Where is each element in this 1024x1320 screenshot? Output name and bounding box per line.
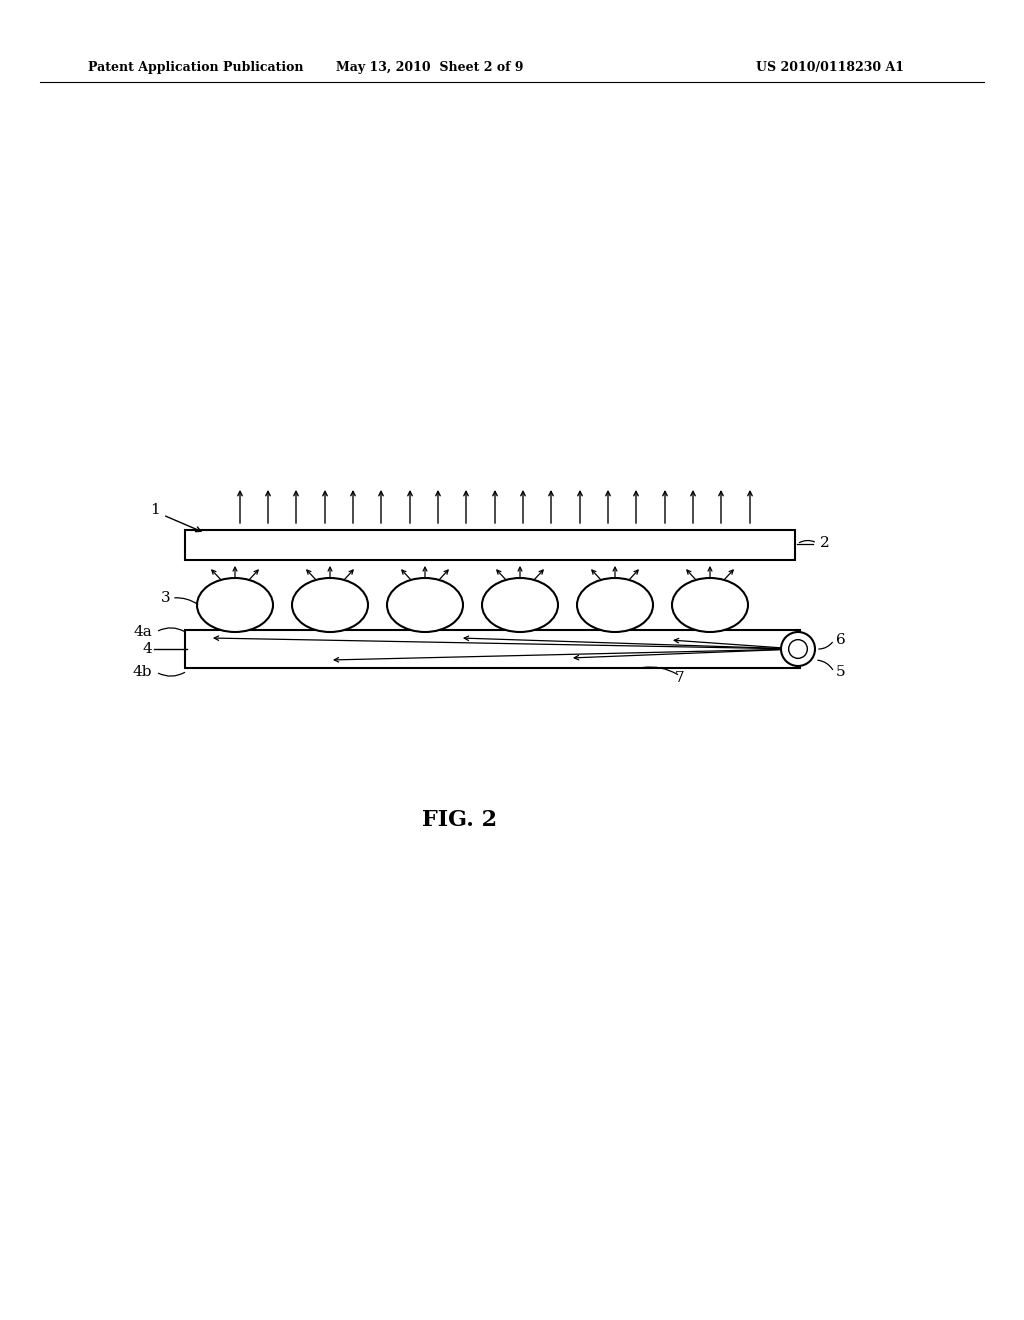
Bar (185, 531, 795, 560)
Text: FIG. 2: FIG. 2 (423, 809, 498, 832)
Circle shape (788, 640, 807, 659)
Text: US 2010/0118230 A1: US 2010/0118230 A1 (756, 62, 904, 74)
Text: 4b: 4b (132, 665, 152, 678)
Text: 1: 1 (151, 503, 160, 517)
Ellipse shape (197, 578, 273, 632)
Text: 2: 2 (820, 536, 829, 550)
Ellipse shape (577, 578, 653, 632)
Text: 5: 5 (836, 665, 846, 678)
Bar (185, 630, 800, 668)
Text: May 13, 2010  Sheet 2 of 9: May 13, 2010 Sheet 2 of 9 (336, 62, 523, 74)
Ellipse shape (292, 578, 368, 632)
Text: 4: 4 (142, 642, 152, 656)
Ellipse shape (387, 578, 463, 632)
Text: 6: 6 (836, 634, 846, 647)
Text: 3: 3 (161, 591, 170, 605)
Circle shape (781, 632, 815, 667)
Ellipse shape (482, 578, 558, 632)
Text: Patent Application Publication: Patent Application Publication (88, 62, 303, 74)
Text: 7: 7 (675, 671, 685, 685)
Ellipse shape (672, 578, 748, 632)
Text: 4a: 4a (133, 624, 152, 639)
